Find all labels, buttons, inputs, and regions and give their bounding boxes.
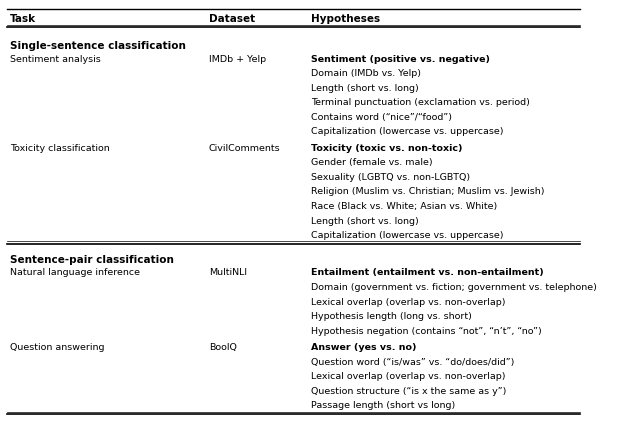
Text: Question answering: Question answering (10, 343, 105, 352)
Text: Religion (Muslim vs. Christian; Muslim vs. Jewish): Religion (Muslim vs. Christian; Muslim v… (311, 187, 545, 196)
Text: Hypothesis negation (contains “not”, “n’t”, “no”): Hypothesis negation (contains “not”, “n’… (311, 327, 542, 336)
Text: Race (Black vs. White; Asian vs. White): Race (Black vs. White; Asian vs. White) (311, 202, 497, 211)
Text: Domain (IMDb vs. Yelp): Domain (IMDb vs. Yelp) (311, 69, 421, 78)
Text: Contains word (“nice”/“food”): Contains word (“nice”/“food”) (311, 113, 452, 122)
Text: Task: Task (10, 14, 36, 24)
Text: Gender (female vs. male): Gender (female vs. male) (311, 158, 433, 167)
Text: Lexical overlap (overlap vs. non-overlap): Lexical overlap (overlap vs. non-overlap… (311, 372, 506, 381)
Text: Question structure (“is x the same as y”): Question structure (“is x the same as y”… (311, 387, 506, 396)
Text: Single-sentence classification: Single-sentence classification (10, 42, 186, 51)
Text: Dataset: Dataset (209, 14, 255, 24)
Text: Length (short vs. long): Length (short vs. long) (311, 84, 419, 93)
Text: Hypothesis length (long vs. short): Hypothesis length (long vs. short) (311, 312, 472, 321)
Text: Natural language inference: Natural language inference (10, 269, 140, 278)
Text: BoolQ: BoolQ (209, 343, 237, 352)
Text: Answer (yes vs. no): Answer (yes vs. no) (311, 343, 417, 352)
Text: CivilComments: CivilComments (209, 144, 280, 153)
Text: Length (short vs. long): Length (short vs. long) (311, 216, 419, 226)
Text: Capitalization (lowercase vs. uppercase): Capitalization (lowercase vs. uppercase) (311, 231, 504, 240)
Text: MultiNLI: MultiNLI (209, 269, 247, 278)
Text: Sentence-pair classification: Sentence-pair classification (10, 255, 174, 265)
Text: Entailment (entailment vs. non-entailment): Entailment (entailment vs. non-entailmen… (311, 269, 544, 278)
Text: Toxicity (toxic vs. non-toxic): Toxicity (toxic vs. non-toxic) (311, 144, 463, 153)
Text: Sentiment (positive vs. negative): Sentiment (positive vs. negative) (311, 54, 490, 64)
Text: Hypotheses: Hypotheses (311, 14, 380, 24)
Text: Sentiment analysis: Sentiment analysis (10, 54, 101, 64)
Text: Lexical overlap (overlap vs. non-overlap): Lexical overlap (overlap vs. non-overlap… (311, 298, 506, 306)
Text: Sexuality (LGBTQ vs. non-LGBTQ): Sexuality (LGBTQ vs. non-LGBTQ) (311, 173, 470, 182)
Text: Question word (“is/was” vs. “do/does/did”): Question word (“is/was” vs. “do/does/did… (311, 357, 515, 367)
Text: IMDb + Yelp: IMDb + Yelp (209, 54, 266, 64)
Text: Passage length (short vs long): Passage length (short vs long) (311, 401, 456, 410)
Text: Capitalization (lowercase vs. uppercase): Capitalization (lowercase vs. uppercase) (311, 128, 504, 136)
Text: Domain (government vs. fiction; government vs. telephone): Domain (government vs. fiction; governme… (311, 283, 597, 292)
Text: Terminal punctuation (exclamation vs. period): Terminal punctuation (exclamation vs. pe… (311, 98, 530, 107)
Text: Toxicity classification: Toxicity classification (10, 144, 110, 153)
